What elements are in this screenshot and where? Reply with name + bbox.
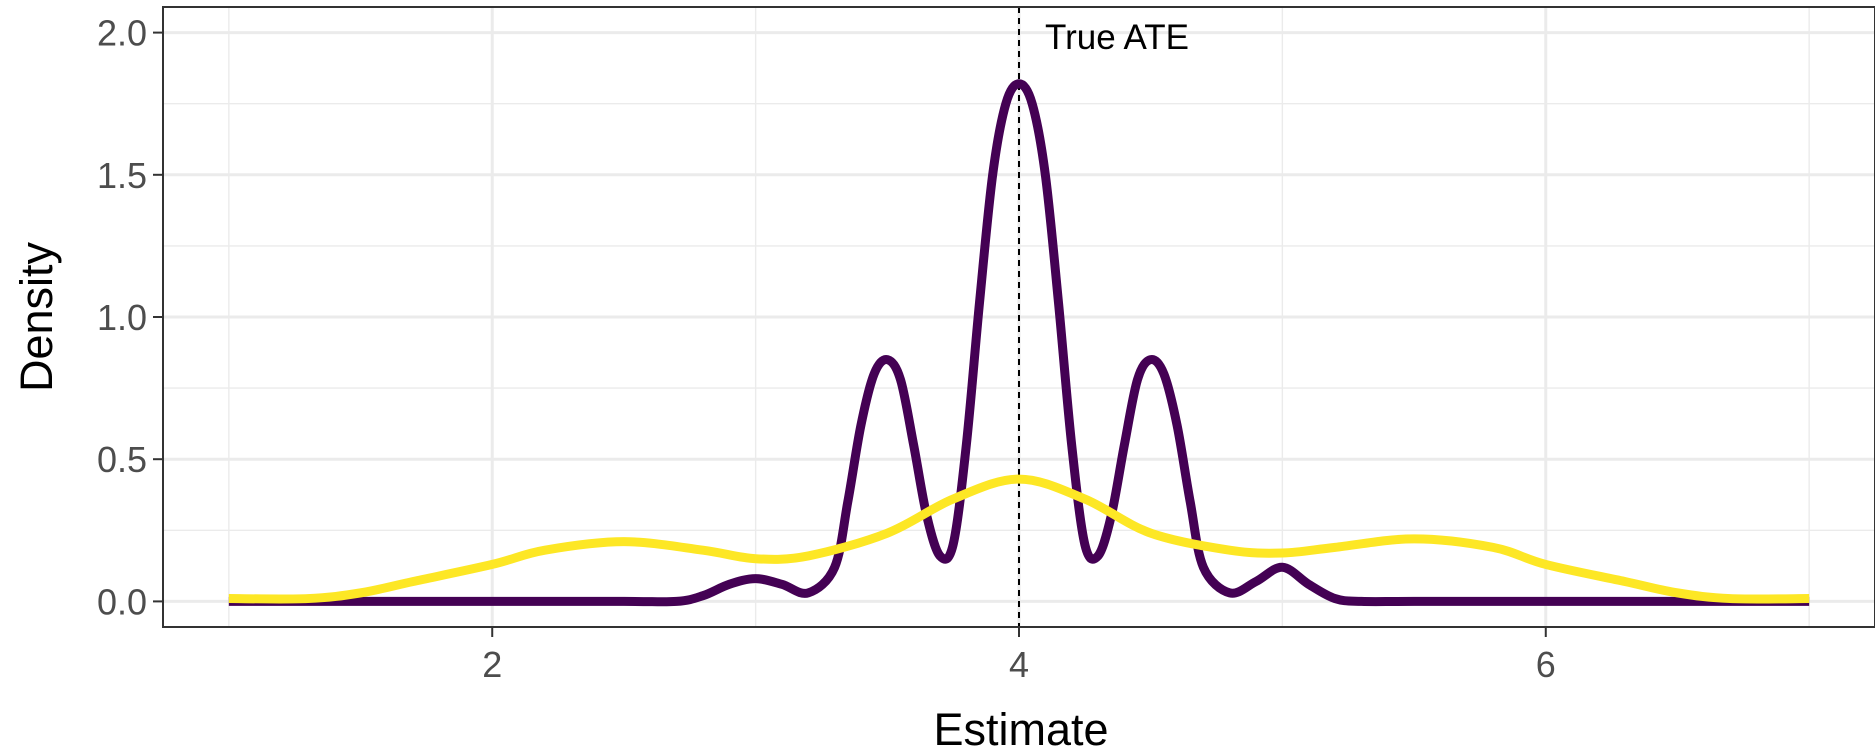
density-curves [228, 79, 1810, 607]
x-axis-title: Estimate [933, 704, 1108, 755]
y-tick-label: 1.0 [97, 297, 147, 338]
y-axis-title: Density [11, 241, 62, 392]
density-curve-2 [228, 474, 1810, 604]
y-tick-label: 0.5 [97, 439, 147, 480]
x-axis: 2 4 6 [482, 627, 1556, 685]
y-tick-label: 0.0 [97, 581, 147, 622]
y-tick-label: 1.5 [97, 155, 147, 196]
y-axis: 0.0 0.5 1.0 1.5 2.0 [97, 13, 163, 622]
true-ate-annotation: True ATE [1045, 18, 1189, 57]
x-tick-label: 4 [1009, 644, 1029, 685]
x-tick-label: 2 [482, 644, 502, 685]
y-tick-label: 2.0 [97, 13, 147, 54]
x-tick-label: 6 [1536, 644, 1556, 685]
density-curve-1 [228, 79, 1810, 607]
